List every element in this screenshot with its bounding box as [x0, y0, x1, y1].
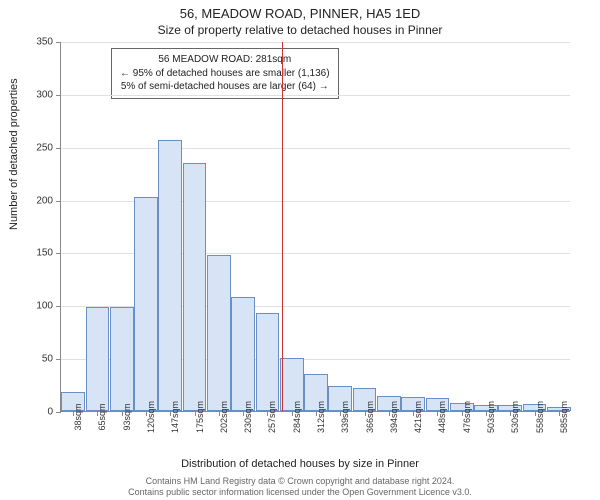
- x-tick-label: 284sqm: [292, 401, 302, 433]
- histogram-bar: [207, 255, 231, 411]
- y-tick-label: 300: [36, 89, 53, 100]
- footer-line-1: Contains HM Land Registry data © Crown c…: [0, 476, 600, 487]
- x-tick-label: 394sqm: [389, 401, 399, 433]
- grid-line: [61, 148, 570, 149]
- attribution-footer: Contains HM Land Registry data © Crown c…: [0, 476, 600, 499]
- y-tick-label: 50: [42, 354, 53, 365]
- x-tick-label: 366sqm: [365, 401, 375, 433]
- x-tick-label: 339sqm: [340, 401, 350, 433]
- footer-line-2: Contains public sector information licen…: [0, 487, 600, 498]
- histogram-bar: [86, 307, 110, 411]
- x-tick-label: 147sqm: [170, 401, 180, 433]
- x-tick-label: 558sqm: [535, 401, 545, 433]
- histogram-plot: 56 MEADOW ROAD: 281sqm ← 95% of detached…: [60, 42, 570, 412]
- y-tick-label: 0: [47, 407, 53, 418]
- histogram-bar: [231, 297, 255, 411]
- histogram-bar: [183, 163, 207, 411]
- histogram-bar: [134, 197, 158, 411]
- x-tick-label: 175sqm: [195, 401, 205, 433]
- histogram-bar: [256, 313, 280, 411]
- page-title: 56, MEADOW ROAD, PINNER, HA5 1ED: [0, 0, 600, 21]
- y-tick-label: 250: [36, 142, 53, 153]
- marker-info-box: 56 MEADOW ROAD: 281sqm ← 95% of detached…: [111, 48, 339, 99]
- x-tick-label: 585sqm: [559, 401, 569, 433]
- y-tick-label: 150: [36, 248, 53, 259]
- info-line-2: ← 95% of detached houses are smaller (1,…: [120, 67, 330, 81]
- grid-line: [61, 42, 570, 43]
- y-tick-label: 100: [36, 301, 53, 312]
- histogram-bar: [110, 307, 134, 411]
- x-tick-label: 257sqm: [267, 401, 277, 433]
- x-tick-label: 476sqm: [462, 401, 472, 433]
- x-tick-label: 202sqm: [219, 401, 229, 433]
- y-tick: [56, 306, 61, 307]
- info-line-1: 56 MEADOW ROAD: 281sqm: [120, 53, 330, 67]
- y-tick: [56, 359, 61, 360]
- x-tick-label: 503sqm: [486, 401, 496, 433]
- marker-line: [282, 42, 283, 411]
- y-tick-label: 200: [36, 195, 53, 206]
- x-axis-title: Distribution of detached houses by size …: [0, 458, 600, 470]
- x-tick-label: 421sqm: [413, 401, 423, 433]
- histogram-bar: [158, 140, 182, 411]
- x-tick-label: 230sqm: [243, 401, 253, 433]
- x-tick-label: 530sqm: [510, 401, 520, 433]
- y-tick: [56, 95, 61, 96]
- y-axis-title: Number of detached properties: [8, 78, 20, 230]
- x-tick-label: 65sqm: [97, 403, 107, 430]
- y-tick: [56, 253, 61, 254]
- x-tick-label: 448sqm: [437, 401, 447, 433]
- x-tick-label: 38sqm: [73, 403, 83, 430]
- x-tick-label: 120sqm: [146, 401, 156, 433]
- y-tick-label: 350: [36, 37, 53, 48]
- page-subtitle: Size of property relative to detached ho…: [0, 21, 600, 37]
- y-tick: [56, 412, 61, 413]
- y-tick: [56, 42, 61, 43]
- x-tick-label: 312sqm: [316, 401, 326, 433]
- info-line-3: 5% of semi-detached houses are larger (6…: [120, 80, 330, 94]
- y-tick: [56, 148, 61, 149]
- grid-line: [61, 95, 570, 96]
- y-tick: [56, 201, 61, 202]
- x-tick-label: 93sqm: [122, 403, 132, 430]
